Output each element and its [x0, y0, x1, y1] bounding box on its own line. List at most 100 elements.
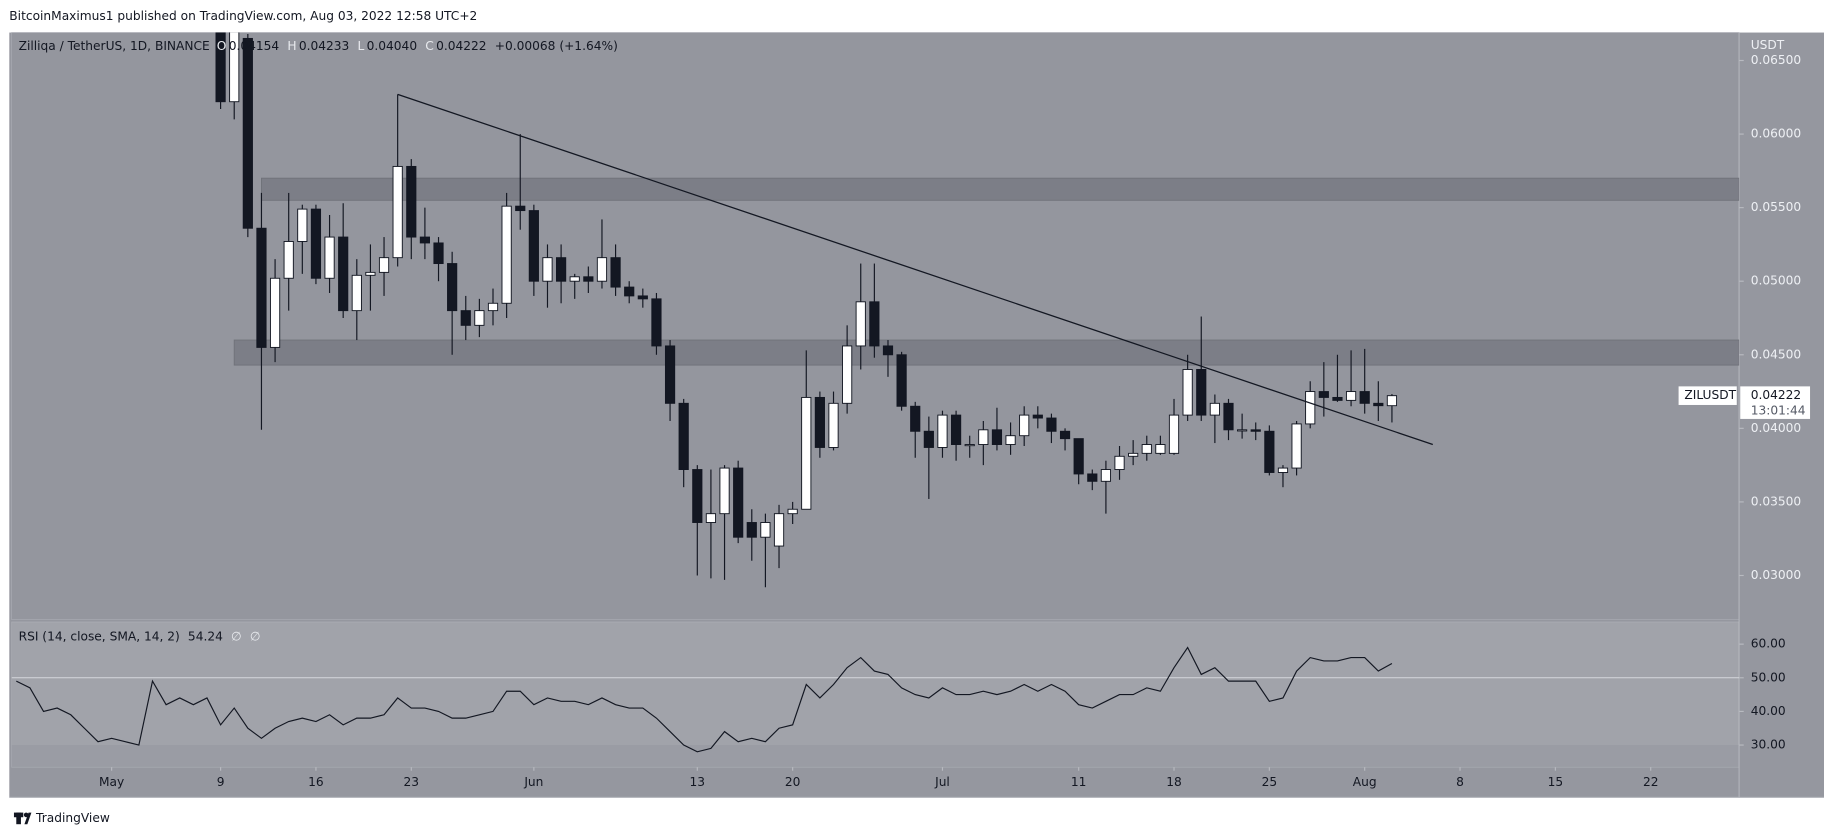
rsi-legend-flag: ∅: [250, 630, 261, 644]
candle-body: [433, 242, 444, 265]
x-tick-label: 15: [1548, 775, 1564, 789]
candle-body: [1359, 391, 1370, 404]
candle-body: [651, 298, 662, 347]
y-unit: USDT: [1751, 38, 1785, 52]
candle-body: [1100, 469, 1112, 482]
x-tick-label: Aug: [1353, 775, 1377, 789]
candle-body: [256, 227, 267, 348]
candle-body: [365, 271, 376, 276]
y-tick-label: 0.05000: [1751, 274, 1801, 288]
x-tick-label: 16: [308, 775, 324, 789]
candle-body: [351, 274, 362, 312]
candle-body: [964, 444, 975, 447]
candle-body: [1345, 391, 1357, 401]
zone: [233, 339, 1740, 366]
candle-body: [760, 522, 771, 538]
rsi-legend-title: RSI (14, close, SMA, 14, 2): [19, 630, 180, 644]
candle-body: [1128, 452, 1139, 457]
candle-body: [447, 263, 458, 312]
legend-value: 0.04040: [367, 39, 417, 53]
x-tick-label: 9: [217, 775, 225, 789]
candle-body: [1046, 417, 1057, 432]
candle-body: [624, 286, 635, 297]
logo: [13, 812, 32, 825]
candle-body: [569, 276, 580, 282]
rsi-legend-flag: ∅: [231, 630, 242, 644]
candle-body: [229, 32, 240, 103]
candle-body: [1250, 429, 1261, 432]
candle-body: [1386, 395, 1398, 407]
rsi-tick-label: 60.00: [1751, 637, 1786, 651]
candle-body: [896, 354, 907, 407]
candle-body: [528, 210, 539, 282]
candle-body: [1373, 402, 1384, 407]
candle-body: [978, 429, 989, 445]
candle-body: [664, 345, 676, 404]
rsi-line: [16, 646, 1393, 753]
x-tick-label: 20: [785, 775, 801, 789]
candle-body: [297, 208, 308, 242]
candle-body: [242, 37, 253, 229]
x-tick-label: Jul: [934, 775, 950, 789]
candle-body: [460, 310, 471, 326]
candle-body: [501, 205, 512, 304]
x-tick-label: 11: [1071, 775, 1087, 789]
zone: [260, 177, 1740, 201]
candle-body: [1059, 430, 1071, 440]
candle-body: [378, 257, 390, 273]
candle-body: [1209, 402, 1220, 416]
legend-key: O: [217, 39, 227, 53]
price-plot: [215, 32, 1740, 588]
candle-body: [950, 414, 962, 445]
candle-body: [1005, 435, 1016, 445]
candle-body: [1332, 396, 1343, 401]
rsi-legend-value: 54.24: [188, 630, 223, 644]
header-text: BitcoinMaximus1 published on TradingView…: [9, 9, 477, 23]
candle-body: [787, 508, 798, 515]
candle-body: [1305, 391, 1316, 425]
candle-body: [269, 277, 281, 348]
candle-body: [1168, 414, 1180, 454]
legend-value: 0.04233: [299, 39, 349, 53]
candle-body: [283, 241, 294, 279]
candle-body: [801, 396, 812, 510]
candle-body: [692, 469, 703, 523]
footer-text: TradingView: [35, 811, 110, 825]
x-tick-label: May: [99, 775, 124, 789]
candle-body: [1114, 455, 1125, 471]
legend-key: H: [287, 39, 296, 53]
legend-key: L: [357, 39, 364, 53]
x-tick-label: Jun: [523, 775, 543, 789]
candle-body: [487, 302, 499, 312]
x-tick-label: 22: [1643, 775, 1659, 789]
candle-body: [596, 257, 608, 282]
y-tick-label: 0.06500: [1751, 53, 1801, 67]
countdown-label: 13:01:44: [1751, 403, 1806, 417]
x-tick-label: 23: [404, 775, 420, 789]
y-tick-label: 0.06000: [1751, 127, 1801, 141]
candle-body: [814, 396, 825, 448]
candle-body: [583, 276, 594, 282]
x-tick-label: 8: [1456, 775, 1464, 789]
candle-body: [1032, 414, 1043, 419]
y-tick-label: 0.03000: [1751, 568, 1801, 582]
x-tick-label: 13: [690, 775, 706, 789]
candle-body: [1141, 444, 1152, 454]
candle-body: [678, 402, 689, 471]
rsi-tick-label: 50.00: [1751, 670, 1786, 684]
y-tick-label: 0.05500: [1751, 200, 1801, 214]
candle-body: [828, 402, 839, 448]
rsi-plot: [11, 621, 1740, 753]
candle-body: [1087, 473, 1098, 482]
candle-body: [637, 295, 648, 300]
price-label: 0.04222: [1751, 388, 1801, 402]
legend-value: 0.04222: [436, 39, 486, 53]
candle-body: [1182, 369, 1193, 416]
candle-body: [542, 257, 553, 282]
legend-value: 0.04154: [229, 39, 280, 53]
legend-title: Zilliqa / TetherUS, 1D, BINANCE: [19, 39, 210, 53]
symbol-label-box: [1678, 386, 1737, 405]
candle-body: [991, 429, 1003, 445]
